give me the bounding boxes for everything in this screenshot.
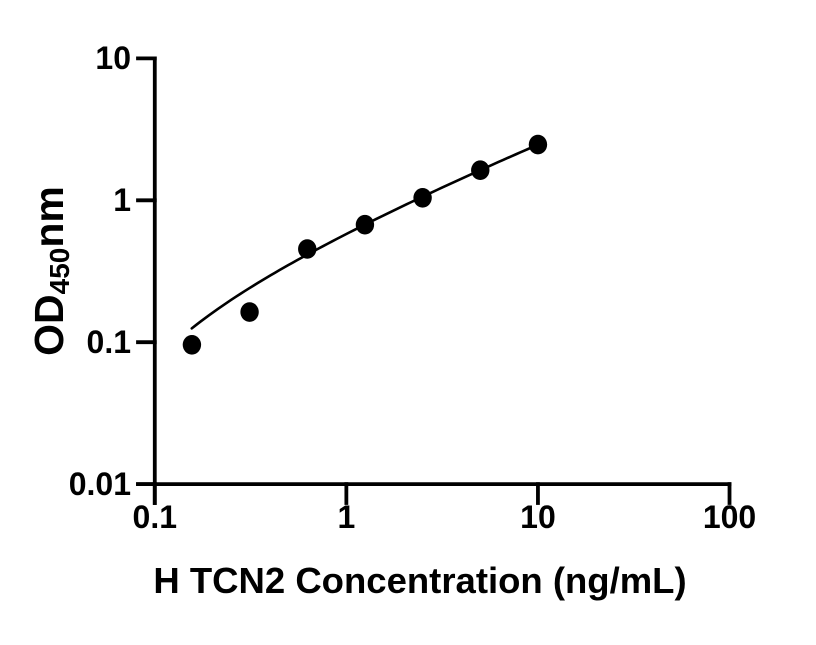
- svg-text:H TCN2 Concentration (ng/mL): H TCN2 Concentration (ng/mL): [153, 560, 686, 601]
- svg-text:10: 10: [520, 499, 556, 535]
- svg-text:0.1: 0.1: [87, 324, 131, 360]
- svg-text:0.01: 0.01: [69, 466, 131, 502]
- svg-text:1: 1: [337, 499, 355, 535]
- svg-text:0.1: 0.1: [133, 499, 177, 535]
- svg-text:OD450nm: OD450nm: [26, 186, 75, 356]
- svg-text:10: 10: [95, 40, 131, 76]
- svg-text:1: 1: [113, 182, 131, 218]
- svg-text:100: 100: [703, 499, 756, 535]
